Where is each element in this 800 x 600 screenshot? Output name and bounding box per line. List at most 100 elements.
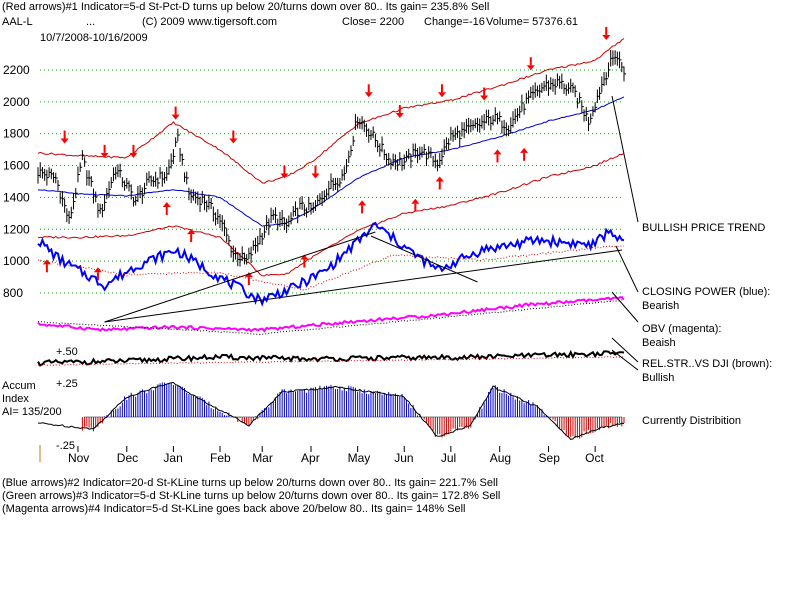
arrow-head [187,229,196,235]
arrow-head [42,259,51,265]
annotation-pointer-line [615,245,639,293]
price-y-tick-labels: 2200 2000 1800 1600 1400 1200 1000 800 [3,63,30,300]
y-tick-label: 1800 [3,127,30,141]
accum-label: Accum [2,380,36,392]
arrow-head [480,95,489,101]
month-label: Oct [585,451,604,465]
month-label: Aug [490,451,511,465]
footer-magenta-arrows-indicator: (Magenta arrows)#4 Indicator=5-d St-KLin… [2,503,466,515]
month-label: Jul [441,451,456,465]
distribution-label: Currently Distribition [642,415,742,427]
arrow-head [162,201,171,207]
price-gridlines [40,69,624,294]
change-value: Change=-16 [424,16,485,28]
obv-ma-line [38,299,625,336]
symbol-label: AAL-L [2,16,33,28]
closing-power-line [37,221,625,307]
arrow-head [493,149,502,155]
accum-index-panel [37,381,625,462]
arrow-head [520,147,529,153]
arrow-head [526,65,535,71]
y-tick-label: 1600 [3,159,30,173]
arrow-head [358,200,367,206]
closing-power-downtrend-line [370,235,478,283]
red-buy-arrow [411,198,420,212]
tick-plus-025: +.25 [56,378,78,390]
month-label: Apr [301,451,320,465]
annotation-pointer-line [611,95,639,223]
y-tick-label: 1200 [3,222,30,236]
red-sell-arrow [395,105,404,119]
date-range: 10/7/2008-10/16/2009 [40,32,148,44]
red-buy-arrow [493,149,502,163]
bullish-price-trend-label: BULLISH PRICE TREND [642,222,766,234]
obv-label: OBV (magenta): [642,323,722,335]
ai-value: AI= 135/200 [2,406,62,418]
red-sell-arrow [280,165,289,179]
month-label: Jun [394,451,413,465]
tick-minus-025: -.25 [56,440,75,452]
annotation-pointer-line [611,337,639,363]
red-sell-arrow [364,84,373,98]
red-sell-arrow [526,57,535,71]
red-sell-arrow [171,106,180,120]
closing-power-status: Bearish [642,300,680,312]
red-buy-arrow [358,200,367,214]
red-sell-arrow [229,130,238,144]
arrow-head [280,173,289,179]
y-tick-label: 800 [3,286,23,300]
obv-line [37,296,625,333]
arrow-head [229,138,238,144]
arrow-head [300,254,309,260]
closing-power-label: CLOSING POWER (blue): [642,286,771,298]
arrow-head [395,113,404,119]
red-sell-arrow [437,84,446,98]
red-sell-arrow [480,87,489,101]
accum-ma-line [37,381,625,440]
index-label: Index [2,393,29,405]
upper-band-series [37,38,625,184]
arrow-head [60,138,69,144]
y-tick-label: 2000 [3,95,30,109]
arrow-head [435,176,444,182]
lower-band-series [37,153,625,277]
arrow-head [437,92,446,98]
month-label: Dec [117,451,138,465]
moving-average-line [37,96,625,227]
red-sell-arrow [311,165,320,179]
month-label: Mar [252,451,273,465]
month-label: Feb [210,451,231,465]
red-buy-arrow [42,259,51,273]
obv-status: Beaish [642,337,676,349]
indicator-panels [37,221,625,367]
copyright-label: (C) 2009 www.tigersoft.com [142,16,278,28]
arrow-head [602,34,611,40]
footer-blue-arrows-indicator: (Blue arrows)#2 Indicator=20-d St-KLine … [2,477,498,489]
arrow-head [411,198,420,204]
close-value: Close= 2200 [342,16,405,28]
header-red-arrows-indicator: (Red arrows)#1 Indicator=5-d St-Pct-D tu… [2,1,490,13]
closing-power-trendline [104,231,376,323]
relstr-status: Bullish [642,372,675,384]
relstr-label: REL.STR..VS DJI (brown): [642,358,773,370]
red-sell-arrow [100,144,109,158]
red-buy-arrow [435,176,444,190]
red-sell-arrow [60,130,69,144]
lower-band-line [37,153,625,277]
closing-power-support-line [104,249,623,323]
annotation-pointer-line [611,349,639,371]
annotation-pointer-line [611,291,639,323]
red-buy-arrow [520,147,529,161]
annotation-pointers [611,95,639,371]
price-bars [37,49,626,267]
arrow-head [171,114,180,120]
y-tick-label: 1400 [3,190,30,204]
relstr-line [37,349,625,367]
y-tick-label: 2200 [3,63,30,77]
red-sell-arrow [602,26,611,40]
month-axis-labels: Nov Dec Jan Feb Mar Apr May Jun Jul Aug Sep Oct [68,446,604,465]
month-label: May [348,451,371,465]
red-buy-arrow [187,229,196,243]
footer-green-arrows-indicator: (Green arrows)#3 Indicator=5-d St-KLine … [2,490,501,502]
